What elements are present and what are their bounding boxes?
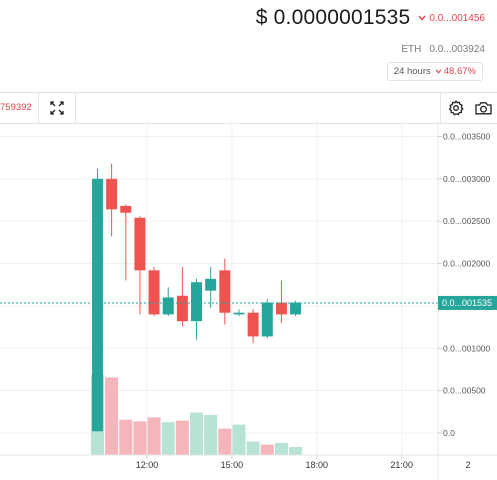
- candle-body: [247, 312, 259, 337]
- eth-label: ETH: [401, 44, 422, 55]
- candle-body: [275, 302, 287, 315]
- price-change-value: 0.0...001456: [429, 12, 485, 24]
- toolbar-divider: [75, 93, 76, 123]
- time-axis-label: 18:00: [306, 460, 329, 470]
- period-change-value: 48.67%: [443, 66, 476, 77]
- price-axis-label: 0.0...003000: [443, 174, 491, 184]
- candle-body: [191, 282, 203, 322]
- time-axis[interactable]: 12:00 15:00 18:00 21:00 2: [136, 455, 471, 470]
- fullscreen-button[interactable]: [48, 99, 66, 117]
- volume-bar: [289, 447, 303, 455]
- period-change: 48.67%: [435, 66, 476, 77]
- volume-bar: [190, 412, 204, 455]
- price-axis[interactable]: 0.0...003500 0.0...003000 0.0...002500 0.0.…: [438, 131, 491, 438]
- snapshot-button[interactable]: [474, 99, 492, 117]
- candle-body: [134, 217, 146, 271]
- toolbar-divider: [38, 93, 39, 123]
- volume-bar: [147, 417, 161, 455]
- volume-bar: [175, 420, 189, 455]
- gear-icon: [448, 100, 464, 116]
- chevron-down-icon: [435, 69, 442, 74]
- volume-bar: [218, 428, 232, 455]
- price-axis-label: 0.0...002500: [443, 216, 491, 226]
- candle-body: [176, 295, 188, 322]
- price-axis-label: 0.0...00500: [443, 386, 486, 396]
- volume-bar: [105, 377, 119, 455]
- volume-bar: [246, 441, 260, 455]
- volume-bar: [204, 415, 218, 455]
- current-price: $ 0.0000001535: [255, 6, 411, 29]
- volume-bar: [260, 444, 274, 455]
- price-axis-label: 0.0: [443, 428, 455, 438]
- price-block: $ 0.0000001535 0.0...001456 ETH 0.0...00…: [256, 6, 485, 55]
- candle-body: [148, 270, 160, 315]
- candle-body: [233, 312, 245, 315]
- volume-bars: [90, 375, 303, 455]
- ohlc-value: 759392: [0, 102, 32, 113]
- candle-body: [261, 302, 273, 337]
- chart-toolbar: 759392: [0, 92, 497, 124]
- candle-body: [162, 297, 174, 315]
- time-axis-end-label: 2: [465, 460, 470, 470]
- volume-bar: [133, 421, 147, 455]
- settings-button[interactable]: [447, 99, 465, 117]
- volume-bar: [232, 424, 246, 455]
- time-axis-label: 21:00: [390, 460, 413, 470]
- candles: [91, 163, 302, 432]
- toolbar-divider: [440, 93, 441, 123]
- eth-value: 0.0...003924: [429, 44, 485, 55]
- candle-body: [290, 302, 302, 315]
- candle-body: [106, 178, 118, 210]
- period-change-badge[interactable]: 24 hours 48.67%: [386, 62, 483, 81]
- price-axis-label: 0.0...002000: [443, 259, 491, 269]
- fullscreen-icon: [50, 101, 64, 115]
- candle-body: [219, 270, 231, 313]
- volume-bar: [274, 443, 288, 455]
- time-axis-label: 12:00: [136, 460, 159, 470]
- chevron-down-icon: [418, 15, 426, 21]
- last-price-label: 0.0...001535: [442, 298, 492, 308]
- last-price-tag-bg: [438, 295, 497, 310]
- chart-grid: [0, 122, 438, 455]
- camera-icon: [474, 102, 492, 115]
- volume-bar: [161, 422, 175, 455]
- price-row: $ 0.0000001535 0.0...001456: [256, 6, 485, 30]
- candle-body: [205, 278, 217, 291]
- period-label: 24 hours: [393, 66, 431, 77]
- candle-body: [91, 178, 103, 432]
- price-axis-label: 0.0...003500: [443, 131, 491, 141]
- eth-price-row: ETH 0.0...003924: [256, 44, 485, 55]
- price-change: 0.0...001456: [418, 13, 485, 24]
- time-axis-label: 15:00: [221, 460, 244, 470]
- volume-bar: [119, 419, 133, 455]
- last-price-tag: 0.0...001535: [438, 295, 497, 310]
- price-axis-label: 0.0...001000: [443, 343, 491, 353]
- price-chart[interactable]: 759392: [0, 92, 497, 480]
- candle-body: [120, 205, 132, 213]
- candlestick-chart[interactable]: 0.0...003500 0.0...003000 0.0...002500 0.0.…: [0, 122, 497, 480]
